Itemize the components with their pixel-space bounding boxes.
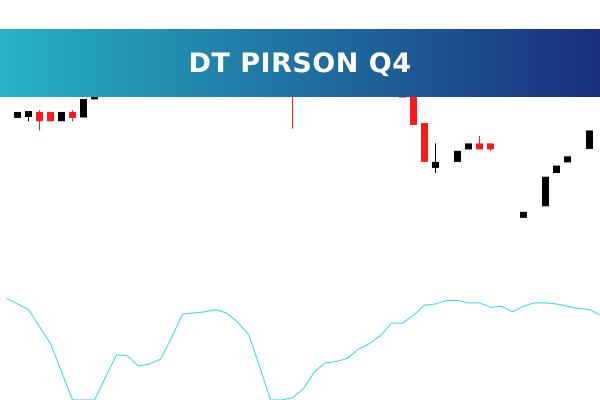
candle-body: [520, 211, 527, 218]
candle-body: [454, 150, 461, 162]
candle: [476, 136, 483, 150]
indicator-series: [6, 297, 600, 400]
candle-body: [553, 165, 560, 173]
title-banner: DT PIRSON Q4: [0, 29, 600, 97]
candle-body: [36, 111, 43, 122]
candle-body: [410, 93, 417, 125]
candle: [421, 123, 428, 162]
candle-body: [586, 130, 593, 149]
candle: [542, 176, 549, 207]
candle-body: [465, 143, 472, 150]
candle: [80, 99, 87, 118]
candle-body: [47, 111, 54, 122]
candle: [465, 143, 472, 150]
candle: [410, 93, 417, 125]
candle: [564, 156, 571, 163]
candle-body: [432, 161, 439, 168]
candle-body: [421, 123, 428, 162]
candle: [25, 111, 32, 122]
banner-title: DT PIRSON Q4: [188, 47, 412, 79]
candle-body: [14, 111, 21, 118]
candle: [586, 130, 593, 149]
indicator-line: [6, 297, 600, 400]
candle-body: [80, 99, 87, 118]
candle: [14, 111, 21, 118]
candle: [520, 211, 527, 218]
candle-body: [487, 143, 494, 150]
candle: [553, 165, 560, 173]
candle-body: [564, 156, 571, 163]
candle: [36, 110, 43, 131]
candle-body: [69, 111, 76, 118]
candle: [487, 143, 494, 151]
candle: [454, 150, 461, 162]
candle-body: [476, 143, 483, 150]
candle-body: [25, 111, 32, 118]
candle-body: [542, 176, 549, 207]
candle: [58, 111, 65, 122]
candle: [69, 110, 76, 122]
candle: [47, 111, 54, 122]
candle: [432, 143, 439, 173]
candle-body: [58, 111, 65, 122]
